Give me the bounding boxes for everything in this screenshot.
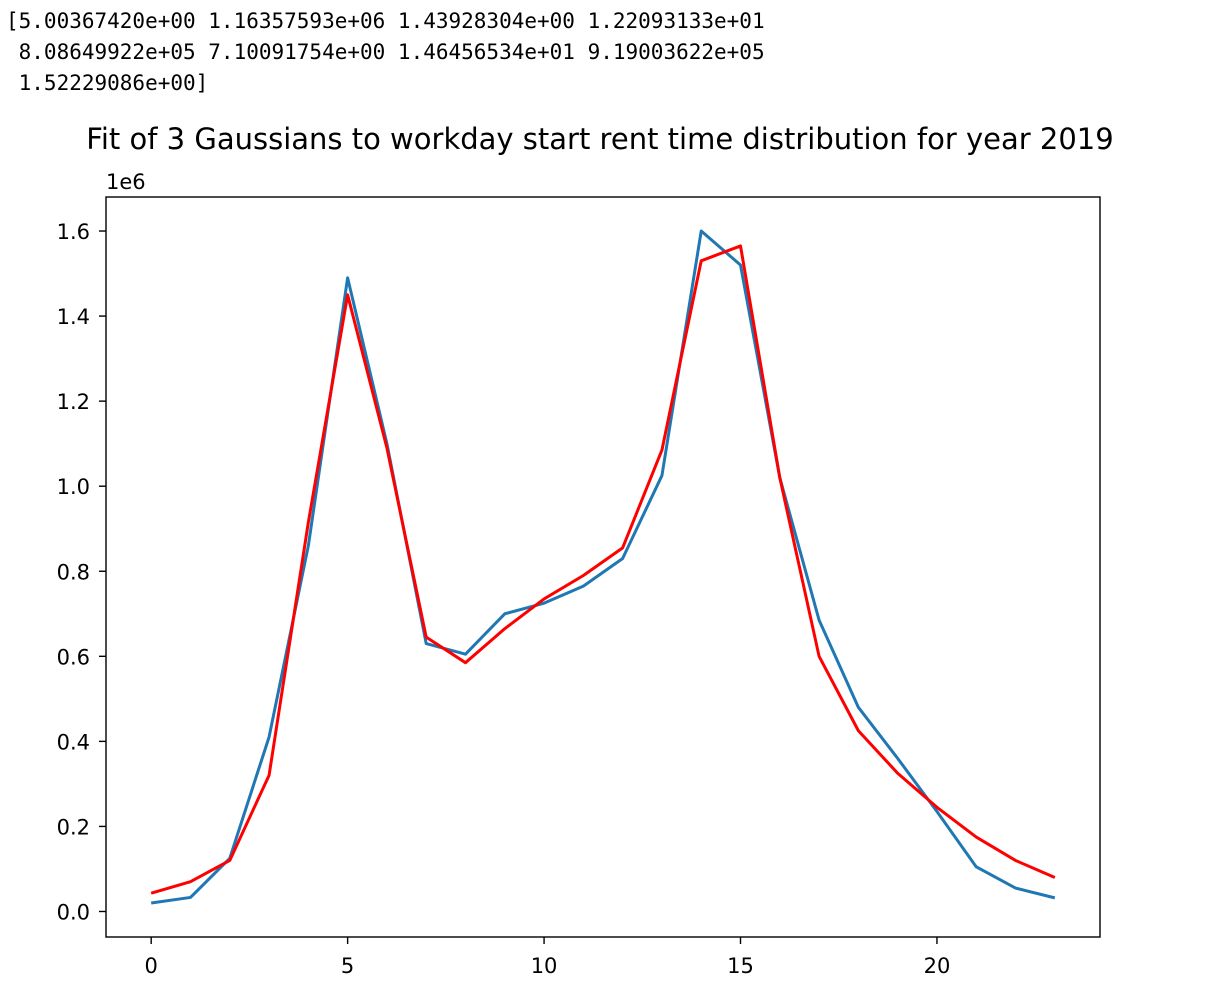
y-axis: 0.0 0.2 0.4 0.6 0.8 1.0 1.2 1.4 1.6 [57, 220, 106, 924]
x-tick-label: 5 [341, 954, 354, 978]
axes-frame [105, 196, 1101, 938]
output-line: 8.08649922e+05 7.10091754e+00 1.46456534… [6, 40, 765, 64]
y-axis-offset-label: 1e6 [106, 170, 146, 194]
y-tick-label: 0.4 [57, 730, 90, 754]
x-tick-label: 15 [727, 954, 754, 978]
y-tick-label: 1.6 [57, 220, 90, 244]
y-tick-label: 1.4 [57, 305, 90, 329]
series-line-2 [150, 244, 1056, 895]
x-tick-label: 10 [531, 954, 558, 978]
series-layer [150, 229, 1056, 905]
chart-title: Fit of 3 Gaussians to workday start rent… [86, 122, 1113, 156]
x-axis: 0 5 10 15 20 [144, 937, 950, 978]
y-tick-label: 0.6 [57, 645, 90, 669]
x-tick-label: 20 [924, 954, 951, 978]
y-tick-label: 1.0 [57, 475, 90, 499]
y-tick-label: 0.0 [57, 900, 90, 924]
y-tick-label: 1.2 [57, 390, 90, 414]
x-tick-label: 0 [144, 954, 157, 978]
cell-output-text: [5.00367420e+00 1.16357593e+06 1.4392830… [6, 6, 765, 99]
series-line-1 [150, 229, 1056, 905]
output-line: [5.00367420e+00 1.16357593e+06 1.4392830… [6, 9, 765, 33]
output-line: 1.52229086e+00] [6, 71, 209, 95]
y-tick-label: 0.2 [57, 815, 90, 839]
y-tick-label: 0.8 [57, 560, 90, 584]
